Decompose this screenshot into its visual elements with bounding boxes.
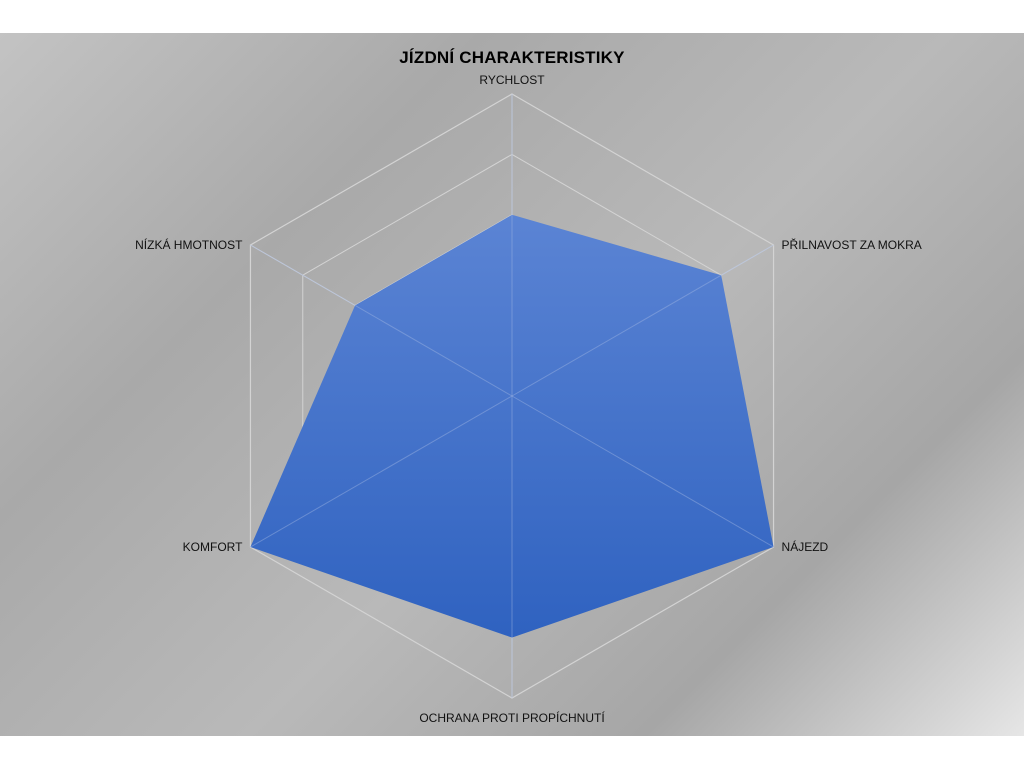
chart-title: JÍZDNÍ CHARAKTERISTIKY bbox=[399, 48, 625, 67]
radar-inner-spoke-1 bbox=[511, 244, 774, 397]
axis-label-4: KOMFORT bbox=[183, 540, 243, 554]
radar-inner-spoke-2 bbox=[511, 395, 774, 548]
radar-inner-spoke-5 bbox=[250, 244, 513, 397]
axis-label-3: OCHRANA PROTI PROPÍCHNUTÍ bbox=[419, 710, 605, 725]
radar-inner-spoke-4 bbox=[250, 395, 513, 548]
axis-label-0: RYCHLOST bbox=[479, 73, 545, 87]
radar-series bbox=[250, 94, 774, 698]
radar-series-area-0 bbox=[250, 214, 774, 638]
axis-label-1: PŘILNAVOST ZA MOKRA bbox=[782, 237, 922, 252]
axis-label-5: NÍZKÁ HMOTNOST bbox=[135, 237, 243, 252]
axis-label-2: NÁJEZD bbox=[782, 539, 829, 554]
radar-axis-labels: RYCHLOST PŘILNAVOST ZA MOKRA NÁJEZD OCHRANA… bbox=[135, 73, 922, 725]
